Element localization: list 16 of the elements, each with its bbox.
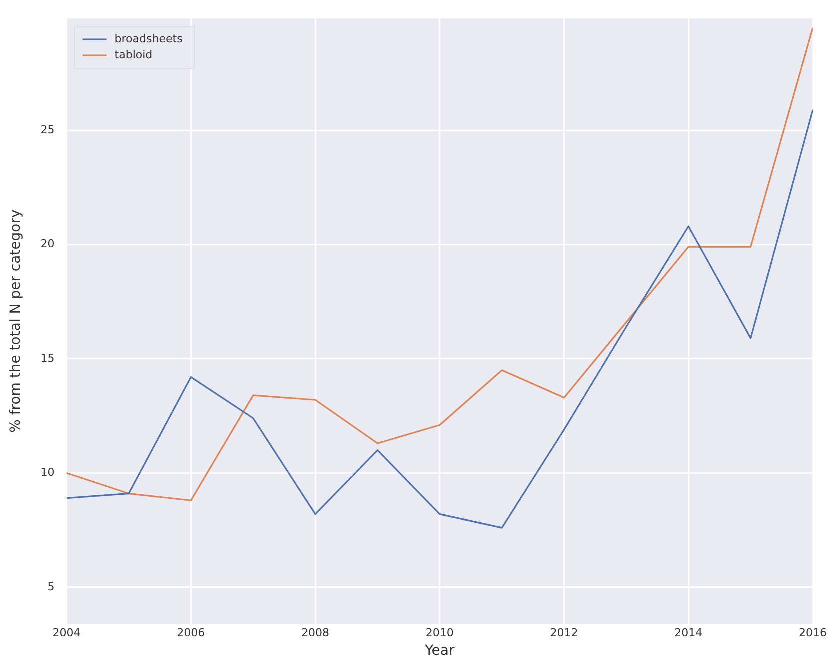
x-axis-title: Year [424,643,455,660]
x-tick-label: 2014 [674,626,703,640]
y-tick-label: 5 [48,580,55,594]
x-tick-label: 2004 [52,626,81,640]
y-axis-title: % from the total N per category [8,210,24,433]
legend-label: broadsheets [114,32,184,46]
y-tick-label: 15 [40,352,55,365]
y-tick-label: 20 [40,238,55,251]
x-tick-label: 2012 [550,626,578,640]
x-tick-label: 2006 [177,626,206,640]
y-tick-label: 10 [40,466,55,480]
x-tick-label: 2010 [426,626,454,640]
legend-label: tabloid [114,48,153,62]
x-tick-label: 2016 [799,626,828,640]
x-tick-label: 2008 [302,626,330,640]
y-tick-label: 25 [40,123,55,136]
